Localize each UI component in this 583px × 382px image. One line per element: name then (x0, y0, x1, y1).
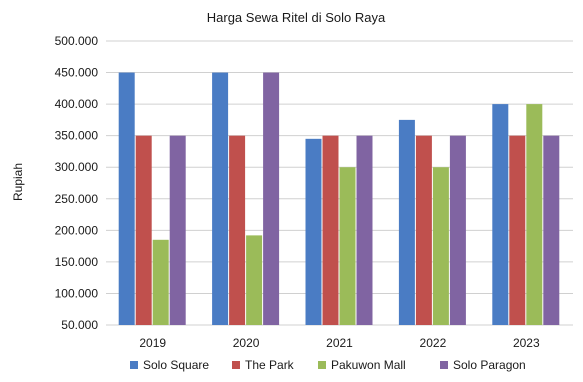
bar-solo-square (118, 72, 135, 325)
bar-the-park (415, 135, 432, 325)
legend-swatch (232, 361, 240, 369)
y-tick-label: 200.000 (55, 223, 99, 237)
y-tick-label: 150.000 (55, 255, 99, 269)
legend-swatch (440, 361, 448, 369)
legend-swatch (318, 361, 326, 369)
bar-solo-square (492, 104, 509, 325)
bar-pakuwon-mall (432, 167, 449, 325)
bar-pakuwon-mall (526, 104, 543, 325)
bar-the-park (322, 135, 339, 325)
chart-title: Harga Sewa Ritel di Solo Raya (207, 10, 386, 25)
bar-the-park (509, 135, 526, 325)
y-tick-label: 450.000 (55, 66, 99, 80)
legend-label: The Park (245, 358, 295, 372)
legend-label: Solo Paragon (453, 358, 526, 372)
bar-pakuwon-mall (246, 235, 263, 325)
legend-label: Pakuwon Mall (331, 358, 406, 372)
y-tick-label: 500.000 (55, 34, 99, 48)
legend-swatch (130, 361, 138, 369)
x-tick-label: 2022 (420, 336, 447, 350)
bar-the-park (135, 135, 152, 325)
bar-the-park (229, 135, 246, 325)
y-tick-label: 400.000 (55, 97, 99, 111)
bar-solo-square (305, 138, 322, 325)
bar-pakuwon-mall (339, 167, 356, 325)
legend: Solo Square The Park Pakuwon Mall Solo Para… (130, 358, 526, 372)
y-tick-label: 300.000 (55, 160, 99, 174)
y-tick-labels: 50.000 100.000 150.000 200.000 250.000 300.00… (55, 34, 99, 332)
x-tick-labels: 2019 2020 2021 2022 2023 (139, 336, 540, 350)
y-tick-label: 50.000 (61, 318, 98, 332)
y-tick-label: 350.000 (55, 129, 99, 143)
bar-solo-paragon (543, 135, 560, 325)
x-tick-label: 2021 (326, 336, 353, 350)
x-tick-label: 2019 (139, 336, 166, 350)
bar-solo-square (212, 72, 229, 325)
bar-solo-paragon (449, 135, 466, 325)
bar-solo-square (398, 119, 415, 325)
y-tick-label: 100.000 (55, 286, 99, 300)
x-tick-label: 2023 (513, 336, 540, 350)
x-tick-label: 2020 (233, 336, 260, 350)
bars (118, 72, 560, 325)
legend-label: Solo Square (143, 358, 209, 372)
bar-solo-paragon (356, 135, 373, 325)
y-tick-label: 250.000 (55, 192, 99, 206)
y-axis-label: Rupiah (11, 163, 25, 201)
bar-solo-paragon (263, 72, 280, 325)
bar-solo-paragon (169, 135, 186, 325)
bar-pakuwon-mall (152, 239, 169, 325)
